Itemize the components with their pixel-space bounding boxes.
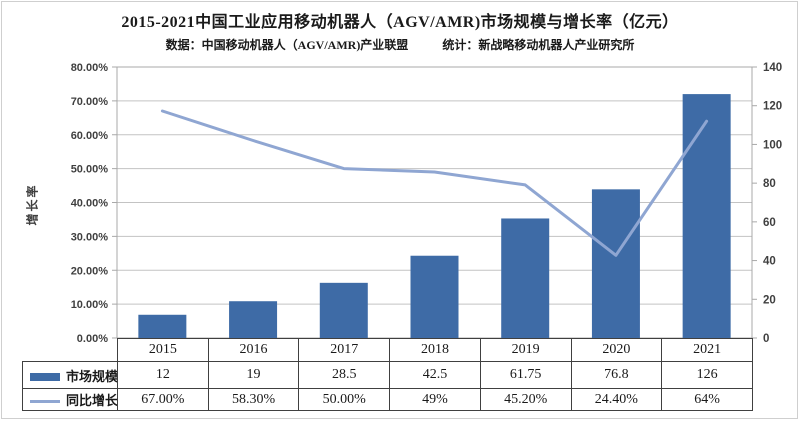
legend-label: 同比增长率 bbox=[66, 393, 118, 408]
legend-market-size: 市场规模 bbox=[22, 361, 118, 389]
market-size-value-cell: 19 bbox=[207, 361, 300, 389]
bar-2020 bbox=[591, 189, 640, 338]
right-axis-tick-label: 40 bbox=[763, 256, 776, 268]
bar-2016 bbox=[229, 301, 278, 338]
market-size-value-cell: 76.8 bbox=[570, 361, 663, 389]
bar-2021 bbox=[682, 94, 731, 338]
left-axis-tick-label: 70.00% bbox=[71, 96, 109, 108]
left-axis-tick-label: 10.00% bbox=[71, 299, 109, 311]
market-size-value-cell: 61.75 bbox=[479, 361, 572, 389]
bar-2015 bbox=[138, 314, 187, 338]
growth-rate-value-cell: 45.20% bbox=[479, 388, 572, 411]
legend-growth-rate: 同比增长率 bbox=[22, 388, 118, 411]
left-axis-tick-label: 0.00% bbox=[77, 333, 108, 345]
chart-stat-label: 统计：新战略移动机器人产业研究所 bbox=[442, 38, 635, 52]
chart-source-label: 数据：中国移动机器人（AGV/AMR)产业联盟 bbox=[165, 38, 409, 52]
growth-rate-swatch-icon bbox=[30, 399, 60, 403]
left-axis-tick-label: 50.00% bbox=[71, 164, 109, 176]
bar-2019 bbox=[501, 218, 550, 338]
right-axis-tick-label: 80 bbox=[763, 178, 776, 190]
left-axis-tick-label: 30.00% bbox=[71, 231, 109, 243]
growth-rate-value-cell: 67.00% bbox=[117, 388, 209, 411]
right-axis-tick-label: 120 bbox=[763, 101, 782, 113]
year-header-cell: 2016 bbox=[207, 338, 300, 362]
market-size-value-cell: 42.5 bbox=[389, 361, 481, 389]
year-header-cell: 2021 bbox=[661, 338, 753, 362]
chart-title: 2015-2021中国工业应用移动机器人（AGV/AMR)市场规模与增长率（亿元… bbox=[121, 14, 679, 31]
left-axis-tick-label: 60.00% bbox=[71, 130, 109, 142]
right-axis-tick-label: 140 bbox=[763, 62, 782, 74]
chart-subtitle: 数据：中国移动机器人（AGV/AMR)产业联盟 统计：新战略移动机器人产业研究所 bbox=[0, 36, 800, 53]
market-size-swatch-icon bbox=[30, 372, 60, 381]
market-size-value-cell: 12 bbox=[117, 361, 209, 389]
year-header-cell: 2017 bbox=[298, 338, 391, 362]
year-header-cell: 2019 bbox=[479, 338, 572, 362]
growth-rate-value-cell: 24.40% bbox=[570, 388, 663, 411]
data-table-legend: 2015 2016 2017 2018 2019 2020 2021 市场规模 12 19 28.5… bbox=[22, 338, 753, 411]
left-axis-tick-label: 80.00% bbox=[71, 62, 109, 74]
right-axis-tick-label: 100 bbox=[763, 139, 782, 151]
right-axis-tick-label: 60 bbox=[763, 217, 776, 229]
right-axis-tick-label: 0 bbox=[763, 333, 769, 345]
market-size-value-cell: 126 bbox=[661, 361, 753, 389]
growth-rate-value-cell: 49% bbox=[389, 388, 481, 411]
growth-rate-value-cell: 58.30% bbox=[207, 388, 300, 411]
left-axis-tick-label: 40.00% bbox=[71, 198, 109, 210]
growth-rate-value-cell: 50.00% bbox=[298, 388, 391, 411]
left-axis-tick-label: 20.00% bbox=[71, 265, 109, 277]
market-size-value-cell: 28.5 bbox=[298, 361, 391, 389]
growth-rate-line bbox=[160, 109, 709, 257]
growth-rate-value-cell: 64% bbox=[661, 388, 753, 411]
year-header-cell: 2018 bbox=[389, 338, 481, 362]
bar-2018 bbox=[410, 255, 459, 338]
year-header-cell: 2020 bbox=[570, 338, 663, 362]
right-axis-tick-label: 20 bbox=[763, 294, 776, 306]
bar-2017 bbox=[319, 282, 368, 338]
year-header-cell: 2015 bbox=[117, 338, 209, 362]
legend-label: 市场规模 bbox=[66, 368, 118, 384]
table-corner-cell bbox=[23, 339, 118, 362]
